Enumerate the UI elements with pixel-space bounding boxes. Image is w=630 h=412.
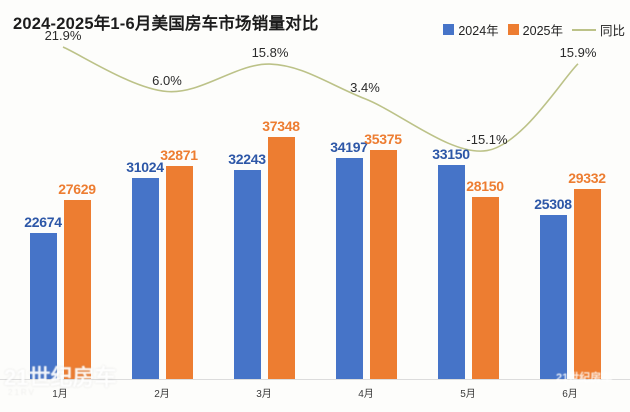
bar-2024年-3月 [233,170,261,380]
x-axis-label-2月: 2月 [154,389,170,400]
yoy-label-3月: 15.8% [251,45,289,61]
legend-swatch-yoy-icon [571,28,596,31]
x-axis-label-6月: 6月 [562,389,578,400]
value-label-2025年-1月: 27629 [58,181,96,197]
value-label-2024年-3月: 32243 [228,151,266,167]
bar-2025年-4月 [369,150,397,380]
bar-2025年-1月 [63,200,91,380]
x-axis-label-1月: 1月 [52,389,68,400]
value-label-2024年-1月: 22674 [24,214,62,230]
bar-2025年-6月 [573,189,601,380]
bar-2024年-6月 [539,215,567,380]
x-axis-label-5月: 5月 [460,389,476,400]
bar-2025年-3月 [267,137,295,380]
yoy-label-5月: -15.1% [466,131,508,147]
legend-item-2025[interactable]: 2025年 [507,20,563,39]
bar-2024年-2月 [131,178,159,380]
legend-label-2025: 2025年 [522,24,563,38]
bar-2024年-1月 [29,233,57,380]
legend-label-2024: 2024年 [458,24,499,38]
bar-2024年-5月 [437,165,465,380]
chart-title: 2024-2025年1-6月美国房车市场销量对比 [13,15,319,33]
watermark-bottom-right: 21世纪房车 [556,372,613,384]
x-axis-label-4月: 4月 [358,389,374,400]
watermark-bottom-left: 21世纪房车 [4,365,117,390]
value-label-2024年-4月: 34197 [330,139,368,155]
value-label-2025年-6月: 29332 [568,170,606,186]
bar-2025年-2月 [165,166,193,380]
legend: 2024年 2025年 同比 [443,20,625,39]
value-label-2024年-2月: 31024 [126,159,164,175]
bar-2025年-5月 [471,197,499,380]
value-label-2024年-6月: 25308 [534,196,572,212]
value-label-2025年-3月: 37348 [262,118,300,134]
x-axis-label-3月: 3月 [256,389,272,400]
x-axis-line [0,379,630,380]
yoy-label-1月: 21.9% [44,28,82,43]
watermark-bottom-left-sub: 21RV [8,388,36,397]
legend-item-yoy[interactable]: 同比 [571,20,625,39]
yoy-label-6月: 15.9% [559,44,597,60]
value-label-2025年-5月: 28150 [466,178,504,194]
yoy-label-2月: 6.0% [152,72,182,88]
value-label-2025年-4月: 35375 [364,131,402,147]
legend-swatch-2025-icon [507,24,519,35]
legend-swatch-2024-icon [443,24,455,35]
legend-label-yoy: 同比 [599,24,625,38]
yoy-label-4月: 3.4% [350,79,380,95]
value-label-2025年-2月: 32871 [160,147,198,163]
legend-item-2024[interactable]: 2024年 [443,20,499,39]
bar-2024年-4月 [335,158,363,380]
value-label-2024年-5月: 33150 [432,146,470,162]
